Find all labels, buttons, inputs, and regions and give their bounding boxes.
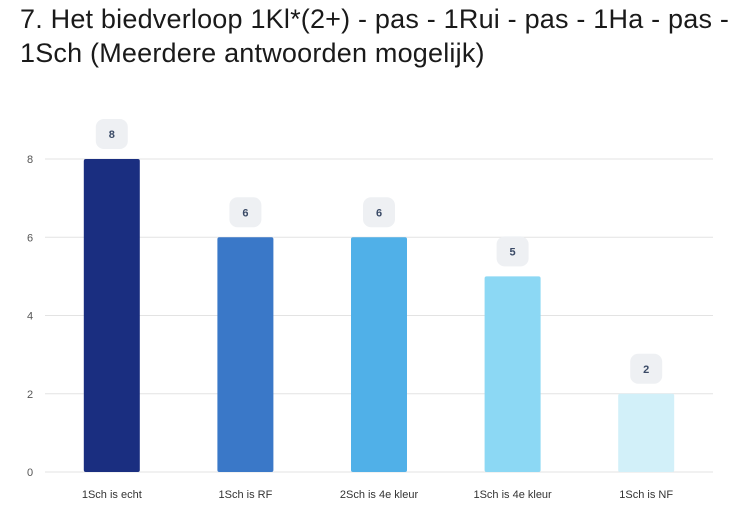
bar[interactable]	[217, 237, 274, 472]
x-tick-label: 1Sch is RF	[219, 489, 273, 501]
data-label-text: 2	[643, 364, 649, 376]
data-label: 8	[95, 119, 128, 149]
y-axis: 0 2 4 6 8	[27, 154, 33, 479]
data-label-bg	[496, 236, 529, 267]
data-label: 6	[363, 197, 395, 228]
y-tick-label: 8	[27, 154, 33, 166]
data-label-text: 6	[376, 207, 382, 219]
bar[interactable]	[618, 393, 675, 472]
x-tick-label: 1Sch is echt	[82, 489, 142, 501]
bar[interactable]	[351, 237, 407, 472]
bar[interactable]	[484, 276, 541, 472]
data-label-bg	[363, 197, 395, 228]
data-label-bg	[630, 353, 663, 384]
data-label-text: 6	[242, 207, 248, 219]
data-label-bg	[95, 119, 128, 149]
y-tick-label: 4	[27, 311, 33, 323]
data-label: 2	[630, 353, 663, 384]
y-tick-label: 0	[27, 467, 33, 479]
x-tick-label: 1Sch is NF	[619, 489, 673, 501]
x-tick-label: 2Sch is 4e kleur	[340, 489, 419, 501]
bar[interactable]	[83, 159, 140, 472]
x-tick-label: 1Sch is 4e kleur	[473, 489, 552, 501]
y-tick-label: 2	[27, 389, 33, 401]
x-axis: 1Sch is echt 1Sch is RF 2Sch is 4e kleur 1S…	[82, 489, 674, 501]
chart-title: 7. Het biedverloop 1Kl*(2+) - pas - 1Rui…	[20, 4, 730, 68]
bars	[83, 159, 675, 472]
data-label: 5	[496, 236, 529, 267]
data-label-text: 5	[510, 246, 516, 258]
data-label-bg	[229, 197, 262, 228]
data-label: 6	[229, 197, 262, 228]
y-tick-label: 6	[27, 232, 33, 244]
data-label-text: 8	[109, 129, 115, 141]
data-labels: 8 6 6 5 2	[95, 119, 663, 384]
